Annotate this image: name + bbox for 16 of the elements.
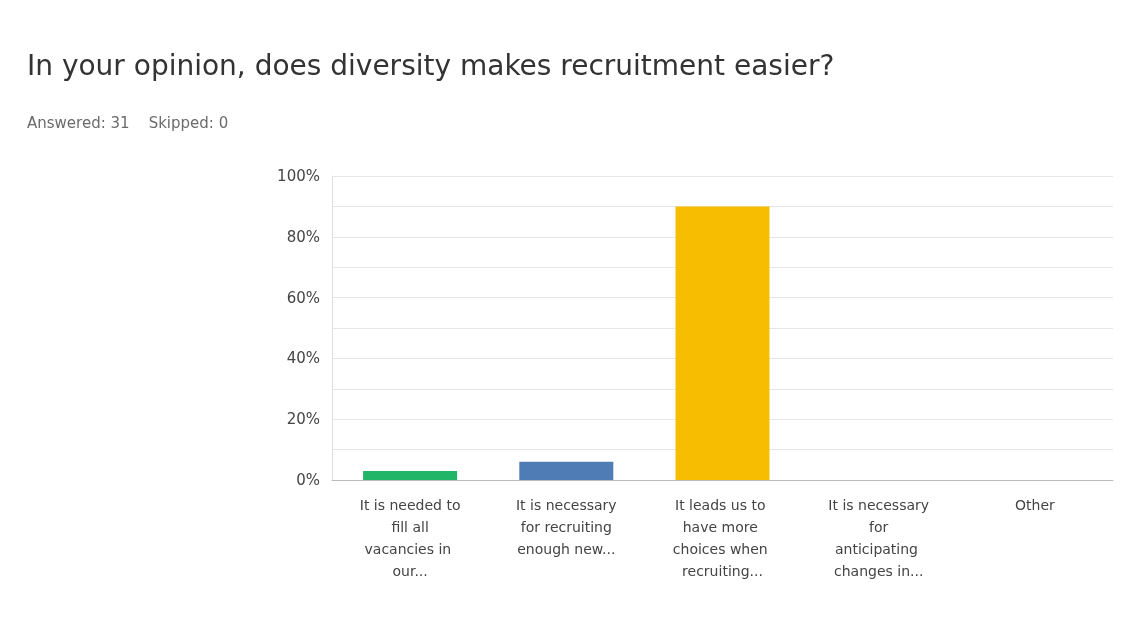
y-tick-label: 20% (286, 410, 320, 429)
bar (363, 470, 458, 480)
x-tick-label: It is necessary for recruiting enough new... (515, 497, 617, 557)
y-tick-label: 100% (277, 167, 320, 185)
x-tick-label: Other (1015, 497, 1056, 513)
y-tick-label: 0% (296, 471, 320, 489)
x-tick-label: It is necessary for anticipating changes in... (828, 497, 930, 579)
text: Answered: 31 Skipped: 0 (27, 113, 229, 132)
y-tick-label: 80% (286, 227, 320, 246)
x-tick-label: It is needed to fill all vacancies in our... (359, 497, 461, 579)
chart-title: In your opinion, does diversity makes recruitment easier? (27, 48, 835, 82)
x-tick-label: It leads us to have more choices when recruiting... (672, 497, 773, 579)
y-tick-label: 40% (286, 349, 320, 368)
y-tick-label: 60% (286, 288, 320, 307)
bar (675, 206, 770, 480)
bar (519, 461, 614, 480)
